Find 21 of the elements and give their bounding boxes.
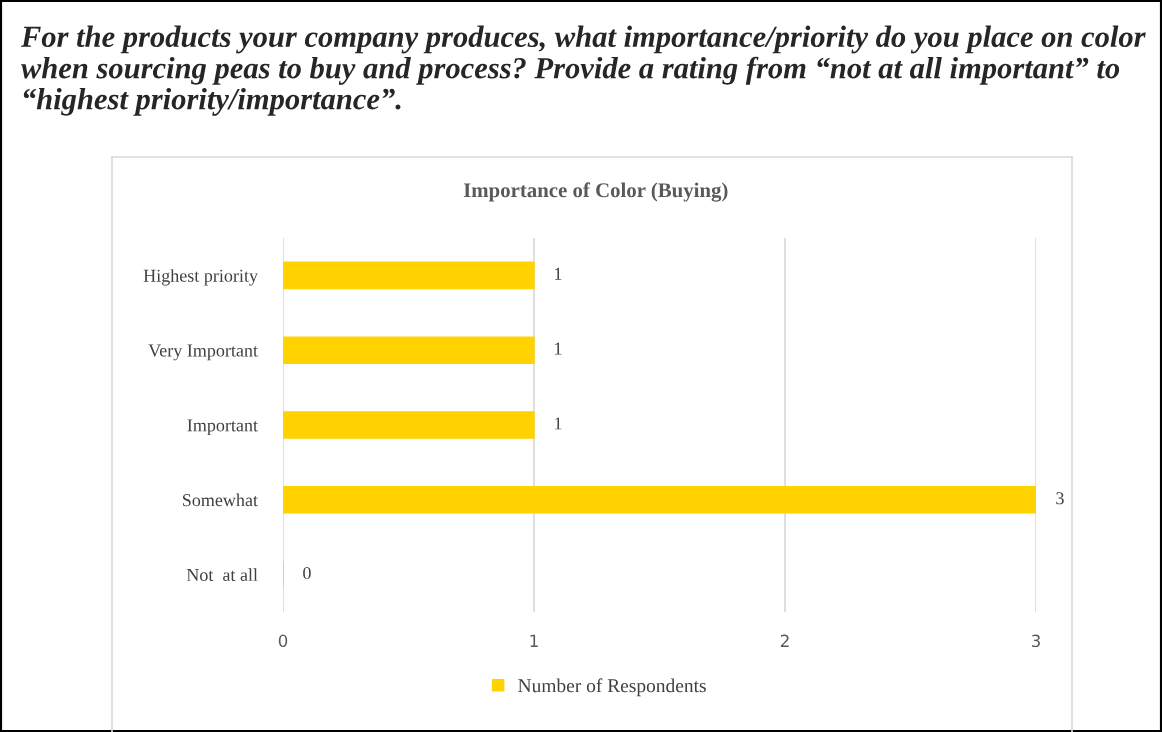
y-tick-label: Important	[187, 419, 258, 436]
y-tick-label: Not at all	[186, 568, 258, 582]
x-tick-label: 0	[278, 634, 288, 648]
bar	[283, 411, 535, 439]
x-tick-label: 3	[1031, 634, 1040, 648]
chart-title: For the products your company produces, what importance/priority do you place on color when sourcing peas to buy and process? Provide a rating from “not at all important” to “highest priority/importance”.	[20, 25, 1146, 116]
bar	[283, 486, 1036, 514]
bar	[283, 336, 535, 364]
data-label: 1	[555, 417, 562, 430]
bar	[283, 261, 535, 290]
data-label: 1	[555, 342, 562, 355]
x-tick-label: 1	[530, 634, 538, 647]
y-tick-label: Highest priority	[143, 269, 258, 286]
chart-subtitle: Importance of Color (Buying)	[463, 182, 728, 202]
data-label: 1	[555, 267, 562, 280]
data-label: 0	[303, 566, 311, 580]
x-tick-label: 2	[780, 634, 789, 647]
y-tick-label: Somewhat	[182, 493, 258, 507]
legend-label: Number of Respondents	[518, 678, 706, 697]
y-tick-label: Very Important	[148, 344, 258, 361]
data-label: 3	[1056, 492, 1064, 505]
